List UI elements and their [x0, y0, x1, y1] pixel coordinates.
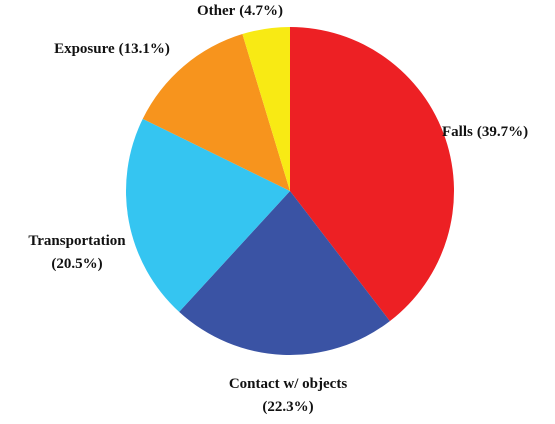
- pie-slice: [142, 34, 290, 191]
- slice-label: Exposure (13.1%): [54, 41, 170, 57]
- slice-label: Transportation (20.5%): [28, 233, 126, 272]
- category-name: Transportation: [28, 233, 126, 249]
- value-label: (39.7%): [477, 124, 528, 140]
- value-label: (22.3%): [262, 399, 313, 415]
- slice-label: Other (4.7%): [197, 3, 283, 19]
- category-name: Contact w/ objects: [229, 376, 347, 392]
- pie-slice: [242, 27, 290, 191]
- slice-label: Contact w/ objects (22.3%): [229, 376, 347, 415]
- value-label: (4.7%): [239, 3, 283, 19]
- pie-slice: [290, 27, 454, 322]
- category-name: Other: [197, 3, 236, 19]
- slice-label: Falls (39.7%): [442, 124, 528, 140]
- category-name: Exposure: [54, 41, 115, 57]
- value-label: (20.5%): [51, 256, 102, 272]
- category-name: Falls: [442, 124, 473, 140]
- pie-slice: [179, 191, 390, 355]
- pie-slice: [125, 118, 290, 312]
- value-label: (13.1%): [119, 41, 170, 57]
